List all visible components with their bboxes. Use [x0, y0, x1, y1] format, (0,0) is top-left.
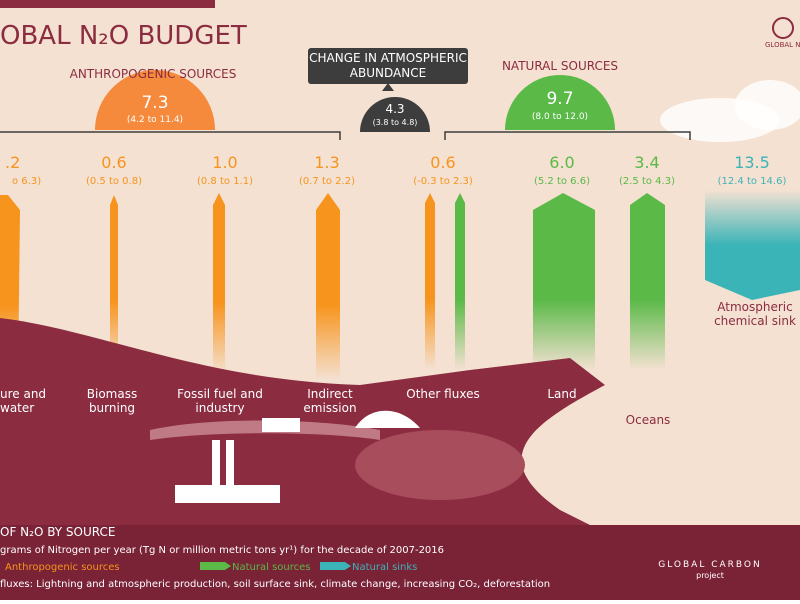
flux-arrow	[316, 193, 340, 380]
total-range: (3.8 to 4.8)	[373, 118, 418, 127]
flux-label: Indirect	[307, 387, 353, 401]
legend-swatch	[200, 562, 231, 570]
flux-arrow	[533, 193, 595, 370]
flux-label: Atmospheric	[717, 300, 792, 314]
flux-label: Oceans	[626, 413, 671, 427]
change-pointer	[382, 83, 394, 91]
flux-label: burning	[89, 401, 135, 415]
logo: GLOBAL N	[765, 41, 800, 49]
total-label: CHANGE IN ATMOSPHERIC ABUNDANCE	[309, 51, 467, 80]
total-label: ANTHROPOGENIC SOURCES	[70, 67, 237, 81]
flux-label: chemical sink	[714, 314, 796, 328]
chimney	[212, 440, 220, 488]
flux-range: (0.5 to 0.8)	[86, 176, 142, 187]
flux-label: ure and	[0, 387, 46, 401]
sink-arrow	[705, 190, 800, 300]
footer-title: OF N₂O BY SOURCE	[0, 525, 115, 539]
title-bar	[0, 0, 215, 8]
natural-dome	[505, 75, 615, 130]
flux-label: water	[0, 401, 34, 415]
flux-arrow	[110, 195, 118, 370]
mound	[355, 410, 420, 428]
flux-range: (-0.3 to 2.3)	[413, 176, 473, 187]
cc-icon	[772, 17, 794, 39]
flux-arrow	[425, 193, 435, 370]
flux-arrow	[213, 193, 225, 375]
flux-range: (0.8 to 1.1)	[197, 176, 253, 187]
legend-item: Natural sources	[232, 562, 310, 573]
factory	[175, 485, 280, 503]
flux-value: .2	[5, 153, 20, 172]
flux-range: (0.7 to 2.2)	[299, 176, 355, 187]
plant	[262, 418, 300, 432]
flux-value: 3.4	[634, 153, 659, 172]
flux-label: Other fluxes	[406, 387, 479, 401]
flux-range: (5.2 to 6.6)	[534, 176, 590, 187]
flux-value: 13.5	[734, 153, 770, 172]
total-value: 7.3	[141, 93, 168, 113]
flux-label: Fossil fuel and	[177, 387, 263, 401]
flux-range: (2.5 to 4.3)	[619, 176, 675, 187]
flux-label: emission	[303, 401, 356, 415]
units: grams of Nitrogen per year (Tg N or mill…	[0, 545, 444, 556]
flux-label: industry	[195, 401, 244, 415]
flux-value: 1.3	[314, 153, 339, 172]
title: OBAL N₂O BUDGET	[0, 21, 247, 51]
total-range: (4.2 to 11.4)	[127, 115, 183, 125]
pond	[355, 430, 525, 500]
flux-label: Land	[547, 387, 576, 401]
change-label-box: CHANGE IN ATMOSPHERIC ABUNDANCE	[309, 51, 467, 80]
total-label: NATURAL SOURCES	[502, 59, 618, 73]
flux-value: 0.6	[430, 153, 455, 172]
flux-arrow	[630, 193, 665, 370]
change-dome	[360, 97, 430, 132]
total-range: (8.0 to 12.0)	[532, 112, 588, 122]
flux-range: (12.4 to 14.6)	[718, 176, 787, 187]
note: fluxes: Lightning and atmospheric produc…	[0, 579, 550, 590]
flux-arrow	[455, 193, 465, 370]
cloud	[735, 80, 800, 130]
brand: project	[696, 571, 724, 580]
change-box	[308, 48, 468, 84]
chimney	[226, 440, 234, 488]
total-value: 9.7	[546, 89, 573, 109]
flux-value: 0.6	[101, 153, 126, 172]
flux-range: o 6.3)	[12, 176, 41, 187]
legend-swatch	[320, 562, 351, 570]
anthropogenic-dome	[95, 70, 215, 130]
legend-item: Natural sinks	[352, 562, 417, 573]
flux-value: 6.0	[549, 153, 574, 172]
bracket	[0, 131, 691, 140]
total-value: 4.3	[385, 102, 404, 116]
flux-label: Biomass	[87, 387, 137, 401]
legend-item: Anthropogenic sources	[5, 562, 120, 573]
footer	[0, 525, 800, 600]
brand: GLOBAL CARBON	[658, 560, 761, 570]
flux-value: 1.0	[212, 153, 237, 172]
